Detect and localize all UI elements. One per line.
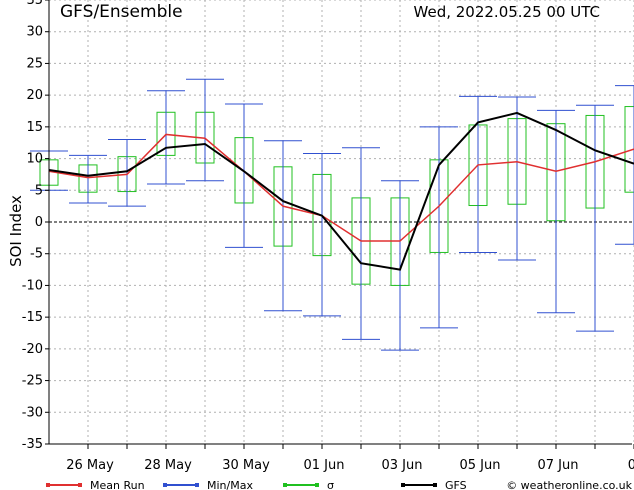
y-tick-label: -30 xyxy=(22,405,43,420)
legend-label: Min/Max xyxy=(207,479,253,490)
minmax-bars xyxy=(30,78,634,351)
legend-label: σ xyxy=(327,479,334,490)
minmax-bar xyxy=(69,154,107,204)
y-tick-label: 30 xyxy=(26,25,43,40)
y-tick-label: -15 xyxy=(22,310,43,325)
y-tick-label: 10 xyxy=(26,152,43,167)
minmax-bar xyxy=(381,180,419,351)
legend-marker xyxy=(283,483,287,487)
y-tick-label: -20 xyxy=(22,342,43,357)
y-tick-label: 35 xyxy=(26,0,43,8)
y-tick-label: -10 xyxy=(22,278,43,293)
gfs-line xyxy=(48,111,634,271)
y-tick-label: 0 xyxy=(35,215,43,230)
sigma-boxes xyxy=(39,106,634,286)
y-tick-label: 20 xyxy=(26,88,43,103)
x-tick-label: 03 Jun xyxy=(382,458,423,473)
y-tick-label: -5 xyxy=(30,247,43,262)
y-tick-label: -25 xyxy=(22,374,43,389)
x-tick-label: 01 Jun xyxy=(304,458,345,473)
minmax-bar xyxy=(420,126,458,329)
minmax-bar xyxy=(108,139,146,207)
x-tick-label: 09 xyxy=(628,458,634,473)
chart-title: GFS/Ensemble xyxy=(60,2,183,22)
x-tick-label: 30 May xyxy=(222,458,270,473)
legend-marker xyxy=(78,483,82,487)
legend-marker xyxy=(401,483,405,487)
y-axis-label: SOI Index xyxy=(7,195,25,267)
y-tick-label: 25 xyxy=(26,56,43,71)
legend-label: GFS xyxy=(445,479,467,490)
minmax-bar xyxy=(303,152,341,317)
mean-run-line xyxy=(48,133,634,242)
legend-marker xyxy=(46,483,50,487)
legend-sigma: σ xyxy=(283,479,334,490)
sigma-box xyxy=(624,106,634,193)
series-lines xyxy=(48,111,634,271)
legend-marker xyxy=(315,483,319,487)
legend-marker xyxy=(163,483,167,487)
run-label: Wed, 2022.05.25 00 UTC xyxy=(414,3,600,21)
x-tick-label: 28 May xyxy=(144,458,192,473)
credit-text: © weatheronline.co.uk xyxy=(506,479,632,490)
minmax-bar xyxy=(576,104,614,332)
minmax-bar xyxy=(615,85,634,245)
minmax-bar xyxy=(225,103,263,248)
legend-mean-run: Mean Run xyxy=(46,479,145,490)
legend-marker xyxy=(195,483,199,487)
x-tick-label: 26 May xyxy=(66,458,114,473)
minmax-bar xyxy=(537,109,575,314)
y-tick-label: 15 xyxy=(26,120,43,135)
x-tick-label: 05 Jun xyxy=(460,458,501,473)
minmax-bar xyxy=(342,147,380,340)
y-tick-label: 5 xyxy=(35,183,43,198)
legend-label: Mean Run xyxy=(90,479,145,490)
legend: Mean Run Min/Max σ GFS xyxy=(46,479,467,490)
minmax-bar xyxy=(264,140,302,312)
legend-gfs: GFS xyxy=(401,479,467,490)
legend-min-max: Min/Max xyxy=(163,479,253,490)
legend-marker xyxy=(433,483,437,487)
axes: 35 30 25 20 15 10 5 0 -5 -10 -15 -20 -25 -30 -35 26 May… xyxy=(22,0,634,473)
minmax-bar xyxy=(186,78,224,182)
x-tick-label: 07 Jun xyxy=(538,458,579,473)
minmax-bar xyxy=(147,90,185,185)
minmax-bar xyxy=(498,96,536,261)
grid xyxy=(49,0,634,445)
y-tick-label: -35 xyxy=(22,437,43,452)
